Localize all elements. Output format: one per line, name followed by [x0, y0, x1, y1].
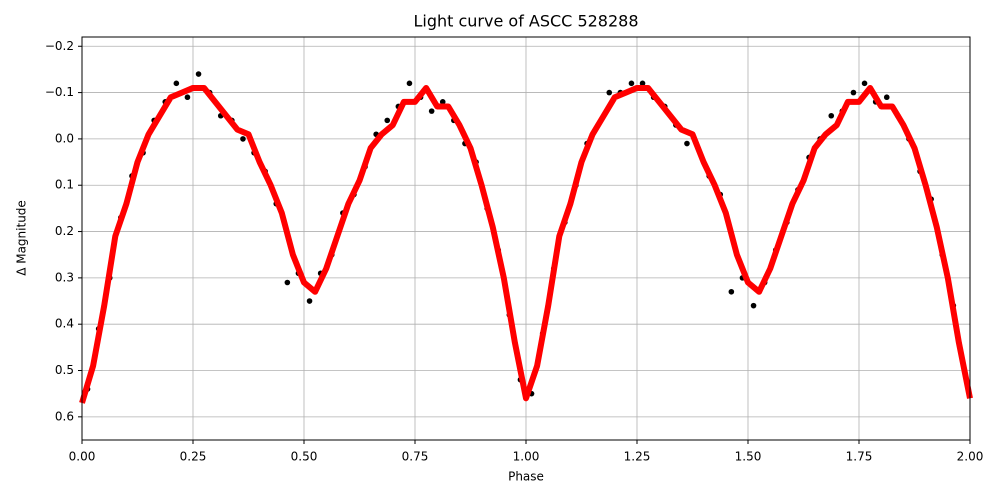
data-point — [883, 94, 890, 101]
data-point — [284, 279, 291, 286]
data-point — [439, 99, 446, 105]
x-tick-label: 2.00 — [957, 450, 984, 464]
x-tick-label: 1.25 — [624, 450, 651, 464]
x-tick-label: 0.50 — [291, 450, 318, 464]
x-tick-label: 0.25 — [180, 450, 207, 464]
data-point — [639, 80, 646, 87]
y-tick-label: −0.1 — [45, 85, 74, 99]
x-tick-label: 1.00 — [513, 450, 540, 464]
data-point — [750, 302, 757, 309]
y-tick-label: 0.4 — [55, 317, 74, 331]
model-curve — [79, 84, 973, 404]
y-tick-label: 0.0 — [55, 131, 74, 145]
data-point — [428, 108, 435, 114]
y-axis-label: Δ Magnitude — [15, 200, 29, 276]
y-tick-label: 0.2 — [55, 224, 74, 238]
x-tick-label: 1.75 — [846, 450, 873, 464]
data-point — [728, 288, 735, 295]
data-point — [384, 117, 391, 124]
data-point — [184, 94, 191, 101]
y-tick-label: 0.5 — [55, 363, 74, 377]
data-point — [850, 89, 857, 96]
data-point — [173, 80, 180, 87]
data-point — [406, 80, 413, 87]
data-point — [861, 80, 868, 87]
chart-title: Light curve of ASCC 528288 — [413, 12, 638, 31]
x-tick-label: 0.75 — [402, 450, 429, 464]
data-point — [684, 140, 690, 147]
y-tick-label: 0.3 — [55, 270, 74, 284]
data-point — [306, 298, 313, 304]
plot-frame — [81, 36, 971, 441]
data-point — [240, 136, 246, 142]
x-tick-label: 0.00 — [69, 450, 96, 464]
y-tick-label: 0.6 — [55, 409, 74, 423]
data-point — [606, 89, 613, 96]
data-point — [828, 112, 835, 119]
data-point — [195, 71, 202, 77]
y-tick-label: −0.2 — [45, 39, 74, 53]
x-axis-label: Phase — [508, 470, 544, 484]
data-point — [628, 80, 635, 87]
y-tick-label: 0.1 — [55, 178, 74, 192]
x-tick-label: 1.50 — [735, 450, 762, 464]
